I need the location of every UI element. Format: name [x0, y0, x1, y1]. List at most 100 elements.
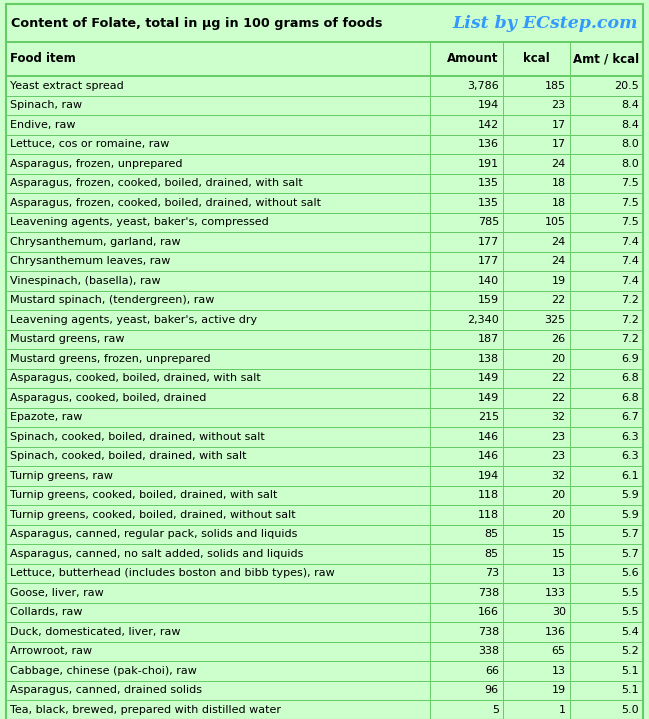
Bar — [6, 622, 643, 641]
Text: 136: 136 — [478, 139, 499, 150]
Text: 20: 20 — [552, 490, 566, 500]
Text: 5.9: 5.9 — [621, 490, 639, 500]
Text: 149: 149 — [478, 373, 499, 383]
Text: kcal: kcal — [523, 52, 550, 65]
Text: Spinach, cooked, boiled, drained, without salt: Spinach, cooked, boiled, drained, withou… — [10, 431, 265, 441]
Text: 136: 136 — [545, 627, 566, 637]
Text: 5.6: 5.6 — [621, 568, 639, 578]
Text: Chrysanthemum, garland, raw: Chrysanthemum, garland, raw — [10, 237, 180, 247]
Text: Leavening agents, yeast, baker's, active dry: Leavening agents, yeast, baker's, active… — [10, 315, 257, 325]
Text: 7.5: 7.5 — [621, 217, 639, 227]
Text: 7.4: 7.4 — [621, 276, 639, 285]
Text: Spinach, cooked, boiled, drained, with salt: Spinach, cooked, boiled, drained, with s… — [10, 452, 247, 462]
Text: Vinespinach, (basella), raw: Vinespinach, (basella), raw — [10, 276, 160, 285]
Bar — [6, 42, 643, 76]
Text: 159: 159 — [478, 296, 499, 306]
Text: 338: 338 — [478, 646, 499, 656]
Text: 7.2: 7.2 — [621, 334, 639, 344]
Text: 17: 17 — [552, 139, 566, 150]
Text: Asparagus, cooked, boiled, drained, with salt: Asparagus, cooked, boiled, drained, with… — [10, 373, 261, 383]
Bar — [6, 583, 643, 603]
Text: 6.8: 6.8 — [621, 393, 639, 403]
Text: 118: 118 — [478, 510, 499, 520]
Text: Leavening agents, yeast, baker's, compressed: Leavening agents, yeast, baker's, compre… — [10, 217, 269, 227]
Bar — [6, 680, 643, 700]
Text: Asparagus, frozen, unprepared: Asparagus, frozen, unprepared — [10, 159, 182, 169]
Text: 7.2: 7.2 — [621, 315, 639, 325]
Text: Food item: Food item — [10, 52, 76, 65]
Text: Turnip greens, cooked, boiled, drained, without salt: Turnip greens, cooked, boiled, drained, … — [10, 510, 296, 520]
Text: 23: 23 — [552, 431, 566, 441]
Text: 5.1: 5.1 — [621, 666, 639, 676]
Text: 13: 13 — [552, 568, 566, 578]
Bar — [6, 446, 643, 466]
Text: Asparagus, cooked, boiled, drained: Asparagus, cooked, boiled, drained — [10, 393, 206, 403]
Text: 5.7: 5.7 — [621, 529, 639, 539]
Text: Amt / kcal: Amt / kcal — [573, 52, 639, 65]
Text: Asparagus, canned, regular pack, solids and liquids: Asparagus, canned, regular pack, solids … — [10, 529, 297, 539]
Text: 7.5: 7.5 — [621, 198, 639, 208]
Bar — [6, 271, 643, 290]
Text: Lettuce, butterhead (includes boston and bibb types), raw: Lettuce, butterhead (includes boston and… — [10, 568, 335, 578]
Text: 5: 5 — [492, 705, 499, 715]
Text: 177: 177 — [478, 237, 499, 247]
Text: 140: 140 — [478, 276, 499, 285]
Text: 5.1: 5.1 — [621, 685, 639, 695]
Text: 65: 65 — [552, 646, 566, 656]
Text: 73: 73 — [485, 568, 499, 578]
Bar — [6, 466, 643, 485]
Text: 85: 85 — [485, 549, 499, 559]
Bar — [6, 427, 643, 446]
Text: 8.4: 8.4 — [621, 100, 639, 110]
Text: 2,340: 2,340 — [467, 315, 499, 325]
Text: 6.9: 6.9 — [621, 354, 639, 364]
Text: 738: 738 — [478, 587, 499, 597]
Text: 146: 146 — [478, 431, 499, 441]
Text: 24: 24 — [552, 256, 566, 266]
Bar — [6, 173, 643, 193]
Text: 18: 18 — [552, 178, 566, 188]
Text: Arrowroot, raw: Arrowroot, raw — [10, 646, 92, 656]
Bar — [6, 564, 643, 583]
Text: 24: 24 — [552, 237, 566, 247]
Bar — [6, 252, 643, 271]
Text: Turnip greens, raw: Turnip greens, raw — [10, 471, 113, 481]
Text: Mustard spinach, (tendergreen), raw: Mustard spinach, (tendergreen), raw — [10, 296, 214, 306]
Text: 5.2: 5.2 — [621, 646, 639, 656]
Text: 118: 118 — [478, 490, 499, 500]
Bar — [6, 310, 643, 329]
Text: 1: 1 — [559, 705, 566, 715]
Text: 20.5: 20.5 — [614, 81, 639, 91]
Text: 194: 194 — [478, 471, 499, 481]
Text: 23: 23 — [552, 452, 566, 462]
Bar — [6, 544, 643, 564]
Text: 66: 66 — [485, 666, 499, 676]
Text: 19: 19 — [552, 685, 566, 695]
Text: 738: 738 — [478, 627, 499, 637]
Text: 19: 19 — [552, 276, 566, 285]
Text: 325: 325 — [545, 315, 566, 325]
Text: 6.7: 6.7 — [621, 412, 639, 422]
Text: 133: 133 — [545, 587, 566, 597]
Text: Asparagus, canned, drained solids: Asparagus, canned, drained solids — [10, 685, 202, 695]
Text: 26: 26 — [552, 334, 566, 344]
Text: 8.0: 8.0 — [621, 159, 639, 169]
Text: Collards, raw: Collards, raw — [10, 608, 82, 617]
Bar — [6, 329, 643, 349]
Text: 15: 15 — [552, 529, 566, 539]
Bar — [6, 700, 643, 719]
Text: 7.4: 7.4 — [621, 237, 639, 247]
Text: 23: 23 — [552, 100, 566, 110]
Text: 32: 32 — [552, 412, 566, 422]
Text: Asparagus, frozen, cooked, boiled, drained, without salt: Asparagus, frozen, cooked, boiled, drain… — [10, 198, 321, 208]
Text: Amount: Amount — [447, 52, 499, 65]
Text: Asparagus, canned, no salt added, solids and liquids: Asparagus, canned, no salt added, solids… — [10, 549, 303, 559]
Bar — [6, 349, 643, 369]
Text: 785: 785 — [478, 217, 499, 227]
Text: Duck, domesticated, liver, raw: Duck, domesticated, liver, raw — [10, 627, 180, 637]
Bar — [6, 505, 643, 524]
Text: 7.2: 7.2 — [621, 296, 639, 306]
Bar — [6, 96, 643, 115]
Text: 5.7: 5.7 — [621, 549, 639, 559]
Text: 18: 18 — [552, 198, 566, 208]
